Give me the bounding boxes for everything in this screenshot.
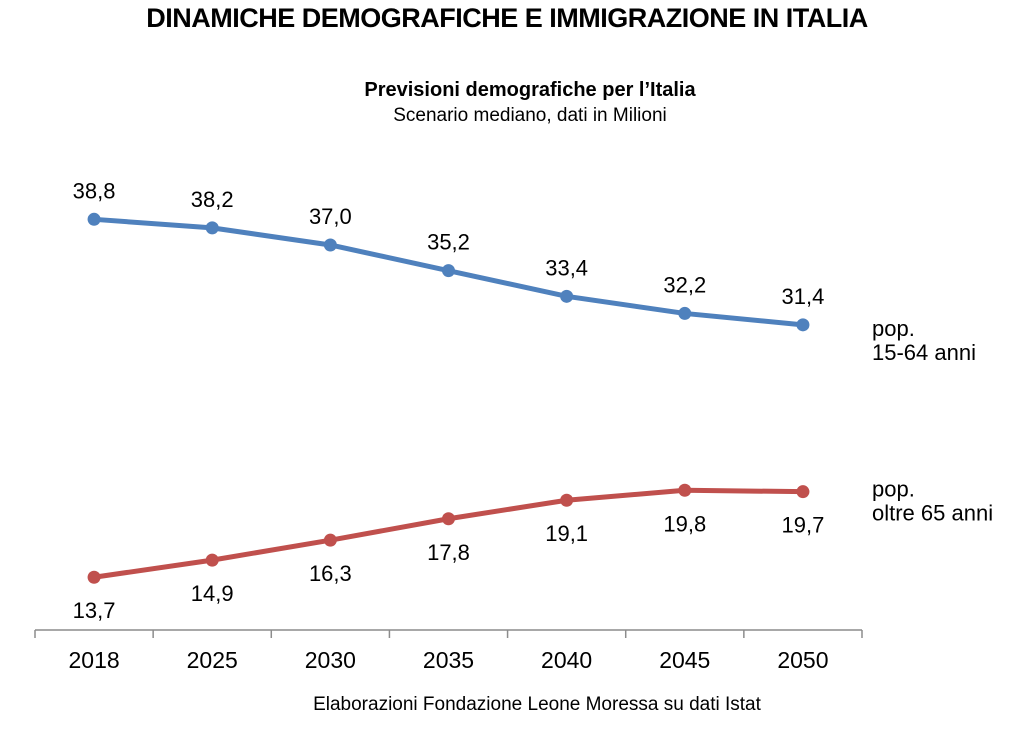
data-point-marker bbox=[678, 483, 692, 497]
chart-title: Previsioni demografiche per l’Italia bbox=[364, 79, 696, 101]
legend-label: 15-64 anni bbox=[872, 340, 976, 365]
page-title: DINAMICHE DEMOGRAFICHE E IMMIGRAZIONE IN… bbox=[146, 3, 868, 33]
legend-label: pop. bbox=[872, 477, 915, 502]
legend-label: pop. bbox=[872, 316, 915, 341]
data-point-marker bbox=[442, 512, 455, 526]
x-axis-tick-label: 2035 bbox=[423, 647, 474, 673]
data-point-marker bbox=[678, 306, 692, 320]
data-point-label: 13,7 bbox=[73, 598, 116, 623]
data-point-marker bbox=[560, 289, 574, 303]
x-axis-tick-label: 2018 bbox=[68, 647, 119, 673]
x-axis-tick-label: 2040 bbox=[541, 647, 592, 673]
x-axis-tick-label: 2030 bbox=[305, 647, 356, 673]
data-point-label: 16,3 bbox=[309, 561, 352, 586]
data-point-marker bbox=[205, 553, 219, 567]
x-axis-tick-label: 2045 bbox=[659, 647, 710, 673]
data-point-marker bbox=[205, 221, 219, 235]
data-point-marker bbox=[442, 264, 455, 278]
data-point-label: 19,8 bbox=[663, 511, 706, 536]
data-point-marker bbox=[323, 238, 337, 252]
data-point-label: 17,8 bbox=[427, 540, 470, 565]
x-axis-tick-label: 2050 bbox=[777, 647, 828, 673]
data-point-label: 14,9 bbox=[191, 581, 234, 606]
data-point-marker bbox=[796, 318, 810, 332]
chart-subtitle: Scenario mediano, dati in Milioni bbox=[393, 105, 667, 126]
data-point-marker bbox=[87, 570, 101, 584]
data-point-marker bbox=[323, 533, 337, 547]
data-point-marker bbox=[560, 493, 574, 507]
data-point-label: 33,4 bbox=[545, 255, 588, 280]
data-point-label: 19,7 bbox=[782, 513, 825, 538]
data-point-label: 31,4 bbox=[782, 284, 825, 309]
data-point-marker bbox=[796, 485, 810, 499]
data-point-label: 32,2 bbox=[663, 272, 706, 297]
data-point-label: 37,0 bbox=[309, 204, 352, 229]
data-point-marker bbox=[87, 212, 101, 226]
data-point-label: 38,2 bbox=[191, 187, 234, 212]
data-point-label: 19,1 bbox=[545, 521, 588, 546]
data-point-label: 38,8 bbox=[73, 178, 116, 203]
chart-source-note: Elaborazioni Fondazione Leone Moressa su… bbox=[313, 694, 761, 715]
x-axis-tick-label: 2025 bbox=[187, 647, 238, 673]
legend-label: oltre 65 anni bbox=[872, 501, 993, 526]
data-point-label: 35,2 bbox=[427, 230, 470, 255]
